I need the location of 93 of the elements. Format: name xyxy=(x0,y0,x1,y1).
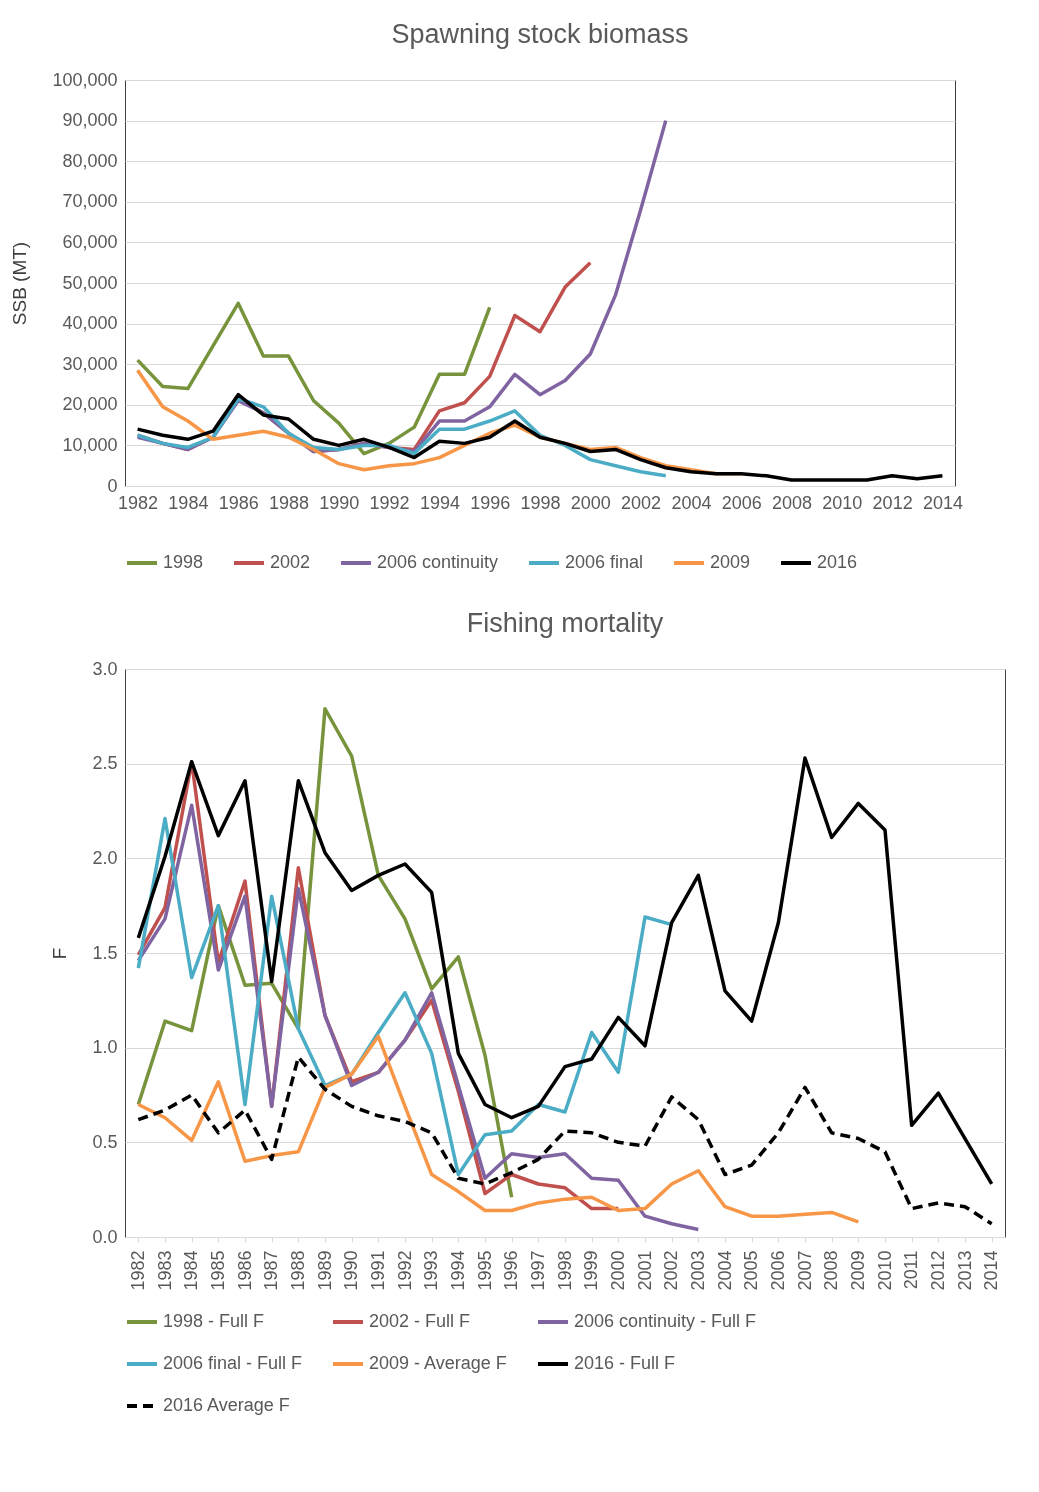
x-tick-label: 2010 xyxy=(822,492,863,513)
x-tick-label: 2012 xyxy=(927,1250,948,1291)
x-tick-label: 2011 xyxy=(901,1250,922,1290)
x-tick-label: 1998 xyxy=(520,492,561,513)
line-series xyxy=(136,707,514,1199)
x-tick-label: 1992 xyxy=(369,492,410,513)
x-tick-label: 1994 xyxy=(447,1250,468,1291)
x-tick-label: 1994 xyxy=(419,492,460,513)
x-tick-label: 2007 xyxy=(794,1250,815,1291)
legend-label: 2016 - Full F xyxy=(574,1353,676,1373)
legend-label: 2016 xyxy=(817,552,858,572)
x-tick-label: 1983 xyxy=(154,1250,175,1291)
y-tick-label: 50,000 xyxy=(62,272,118,293)
x-tick-label: 2009 xyxy=(847,1250,868,1291)
x-tick-label: 1999 xyxy=(581,1250,602,1291)
y-tick-label: 100,000 xyxy=(52,69,118,90)
x-tick-label: 2002 xyxy=(621,492,662,513)
y-tick-label: 90,000 xyxy=(62,110,118,131)
x-tick-label: 2001 xyxy=(634,1250,655,1291)
line-series xyxy=(135,396,668,478)
x-tick-label: 1986 xyxy=(218,492,259,513)
x-tick-label: 1985 xyxy=(207,1250,228,1291)
y-tick-label: 2.5 xyxy=(92,753,118,774)
x-tick-label: 2000 xyxy=(570,492,611,513)
legend-label: 2016 Average F xyxy=(163,1395,290,1415)
x-tick-label: 1984 xyxy=(168,492,209,513)
x-tick-label: 2006 xyxy=(767,1250,788,1291)
legend-label: 1998 - Full F xyxy=(163,1311,265,1331)
legend-label: 2006 final - Full F xyxy=(163,1353,303,1373)
line-series xyxy=(136,803,701,1232)
y-tick-label: 40,000 xyxy=(62,313,118,334)
y-tick-label: 10,000 xyxy=(62,434,118,455)
x-tick-label: 1982 xyxy=(127,1250,148,1291)
y-axis-title: SSB (MT) xyxy=(9,241,31,326)
line-series xyxy=(135,301,492,456)
x-tick-label: 1997 xyxy=(527,1250,548,1291)
y-tick-label: 70,000 xyxy=(62,191,118,212)
x-tick-label: 1982 xyxy=(118,492,159,513)
x-tick-label: 1986 xyxy=(234,1250,255,1291)
legend-label: 2006 continuity - Full F xyxy=(574,1311,757,1331)
line-series xyxy=(135,392,945,482)
legend-label: 1998 xyxy=(163,552,204,572)
x-tick-label: 2002 xyxy=(661,1250,682,1291)
x-tick-label: 1990 xyxy=(341,1250,362,1291)
x-tick-label: 1995 xyxy=(474,1250,495,1291)
x-tick-label: 2003 xyxy=(687,1250,708,1291)
x-tick-label: 2013 xyxy=(954,1250,975,1291)
x-tick-label: 1988 xyxy=(268,492,310,513)
line-series xyxy=(136,756,994,1186)
legend-label: 2006 final xyxy=(565,552,644,572)
x-tick-label: 2004 xyxy=(671,492,712,513)
y-tick-label: 1.5 xyxy=(92,942,118,963)
line-series xyxy=(136,1034,861,1224)
x-tick-label: 1996 xyxy=(501,1250,522,1291)
chart-title: Fishing mortality xyxy=(466,608,664,638)
line-series xyxy=(136,1055,994,1226)
y-tick-label: 3.0 xyxy=(92,658,118,679)
legend-label: 2002 xyxy=(270,552,311,572)
x-tick-label: 2014 xyxy=(922,492,963,513)
x-tick-label: 1998 xyxy=(554,1250,575,1291)
x-tick-label: 2000 xyxy=(607,1250,628,1291)
legend-label: 2002 - Full F xyxy=(369,1311,471,1331)
x-tick-label: 1991 xyxy=(367,1250,388,1291)
x-tick-label: 2004 xyxy=(714,1250,735,1291)
x-tick-label: 2008 xyxy=(771,492,813,513)
y-axis-title: F xyxy=(49,947,71,960)
x-tick-label: 1984 xyxy=(181,1250,202,1291)
y-tick-label: 2.0 xyxy=(92,847,118,868)
y-tick-label: 0.0 xyxy=(92,1226,118,1247)
x-tick-label: 1996 xyxy=(470,492,511,513)
y-tick-label: 60,000 xyxy=(62,231,118,252)
x-tick-label: 2006 xyxy=(721,492,762,513)
x-tick-label: 1987 xyxy=(261,1250,282,1291)
y-tick-label: 0.5 xyxy=(92,1131,118,1152)
x-tick-label: 1992 xyxy=(394,1250,415,1291)
y-tick-label: 30,000 xyxy=(62,353,118,374)
y-tick-label: 1.0 xyxy=(92,1037,118,1058)
legend-label: 2009 xyxy=(710,552,751,572)
x-tick-label: 1990 xyxy=(319,492,360,513)
chart-title: Spawning stock biomass xyxy=(391,19,689,49)
x-tick-label: 2014 xyxy=(981,1250,1002,1291)
x-tick-label: 2010 xyxy=(874,1250,895,1291)
x-tick-label: 2008 xyxy=(821,1250,842,1291)
x-tick-label: 1993 xyxy=(421,1250,442,1291)
x-tick-label: 2012 xyxy=(872,492,913,513)
x-tick-label: 1988 xyxy=(287,1250,308,1291)
y-tick-label: 80,000 xyxy=(62,150,118,171)
x-tick-label: 1989 xyxy=(314,1250,335,1291)
x-tick-label: 2005 xyxy=(741,1250,762,1291)
legend-label: 2006 continuity xyxy=(377,552,499,572)
legend-label: 2009 - Average F xyxy=(369,1353,507,1373)
y-tick-label: 0 xyxy=(107,475,118,496)
y-tick-label: 20,000 xyxy=(62,394,118,415)
